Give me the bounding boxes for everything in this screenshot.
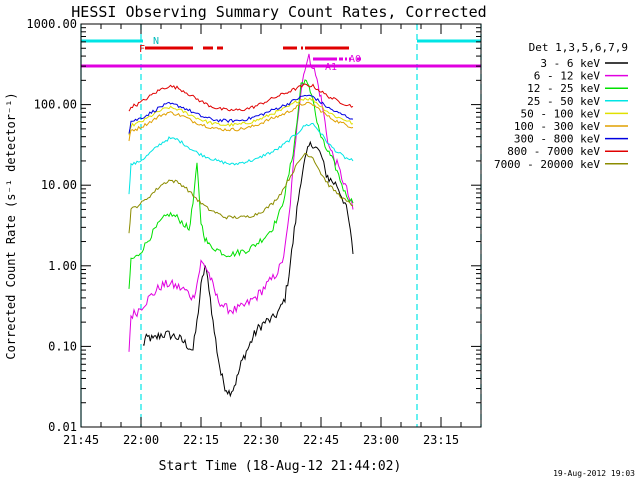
legend-entry-label: 800 - 7000 keV [507,145,600,158]
y-tick-label: 0.01 [48,420,77,434]
legend-entry-label: 6 - 12 keV [534,70,601,83]
legend-entry-label: 100 - 300 keV [514,120,600,133]
night-flag-label: N [153,36,159,47]
series-line [128,122,354,195]
chart-title: HESSI Observing Summary Count Rates, Cor… [71,3,486,21]
series-100-300-kev [128,101,354,142]
y-tick-label: 0.10 [48,339,77,353]
series-25-50-kev [128,122,354,195]
series-300-800-kev [128,94,354,134]
y-tick-label: 1.00 [48,259,77,273]
attenuator-a0-label: A0 [349,54,361,65]
x-tick-label: 22:45 [303,433,339,447]
series-800-7000-kev [128,83,354,112]
legend-header: Det 1,3,5,6,7,9 [529,41,628,54]
series-line [128,79,354,289]
x-tick-label: 22:30 [243,433,279,447]
x-tick-label: 22:15 [183,433,219,447]
series-line [128,83,354,112]
series-6-12-kev [128,53,354,352]
y-tick-label: 10.00 [41,178,77,192]
legend-entry-label: 7000 - 20000 keV [494,158,600,171]
series-50-100-kev [128,97,354,136]
series-line [142,140,354,398]
flare-flag-label: F [139,44,145,55]
x-axis-label: Start Time (18-Aug-12 21:44:02) [159,459,402,474]
series-line [128,97,354,136]
legend-entry-label: 25 - 50 keV [527,95,600,108]
legend-entry-label: 12 - 25 keV [527,82,600,95]
legend-entry-label: 3 - 6 keV [540,57,600,70]
axes-layer: 0.01 0.10 1.00 10.00 100.00 1000.00 21:45 22:00… [26,17,482,447]
x-tick-label: 21:45 [63,433,99,447]
legend-entry-label: 300 - 800 keV [514,133,600,146]
series-line [128,152,354,234]
plot-area [81,24,481,427]
attenuator-a1-label: A1 [325,62,337,73]
x-tick-label: 23:15 [423,433,459,447]
series-line [128,53,354,352]
series-3-6-kev [142,140,354,398]
y-axis-label: Corrected Count Rate (s⁻¹ detector⁻¹) [4,92,18,359]
series-layer [128,53,354,398]
y-tick-label: 1000.00 [26,17,77,31]
x-tick-label: 23:00 [363,433,399,447]
series-7000-20000-kev [128,152,354,234]
generated-timestamp: 19-Aug-2012 19:03 [553,469,635,478]
legend-entry-label: 50 - 100 keV [521,107,601,120]
x-tick-label: 22:00 [123,433,159,447]
series-line [128,94,354,134]
series-line [128,101,354,142]
series-12-25-kev [128,79,354,289]
y-tick-label: 100.00 [34,98,77,112]
